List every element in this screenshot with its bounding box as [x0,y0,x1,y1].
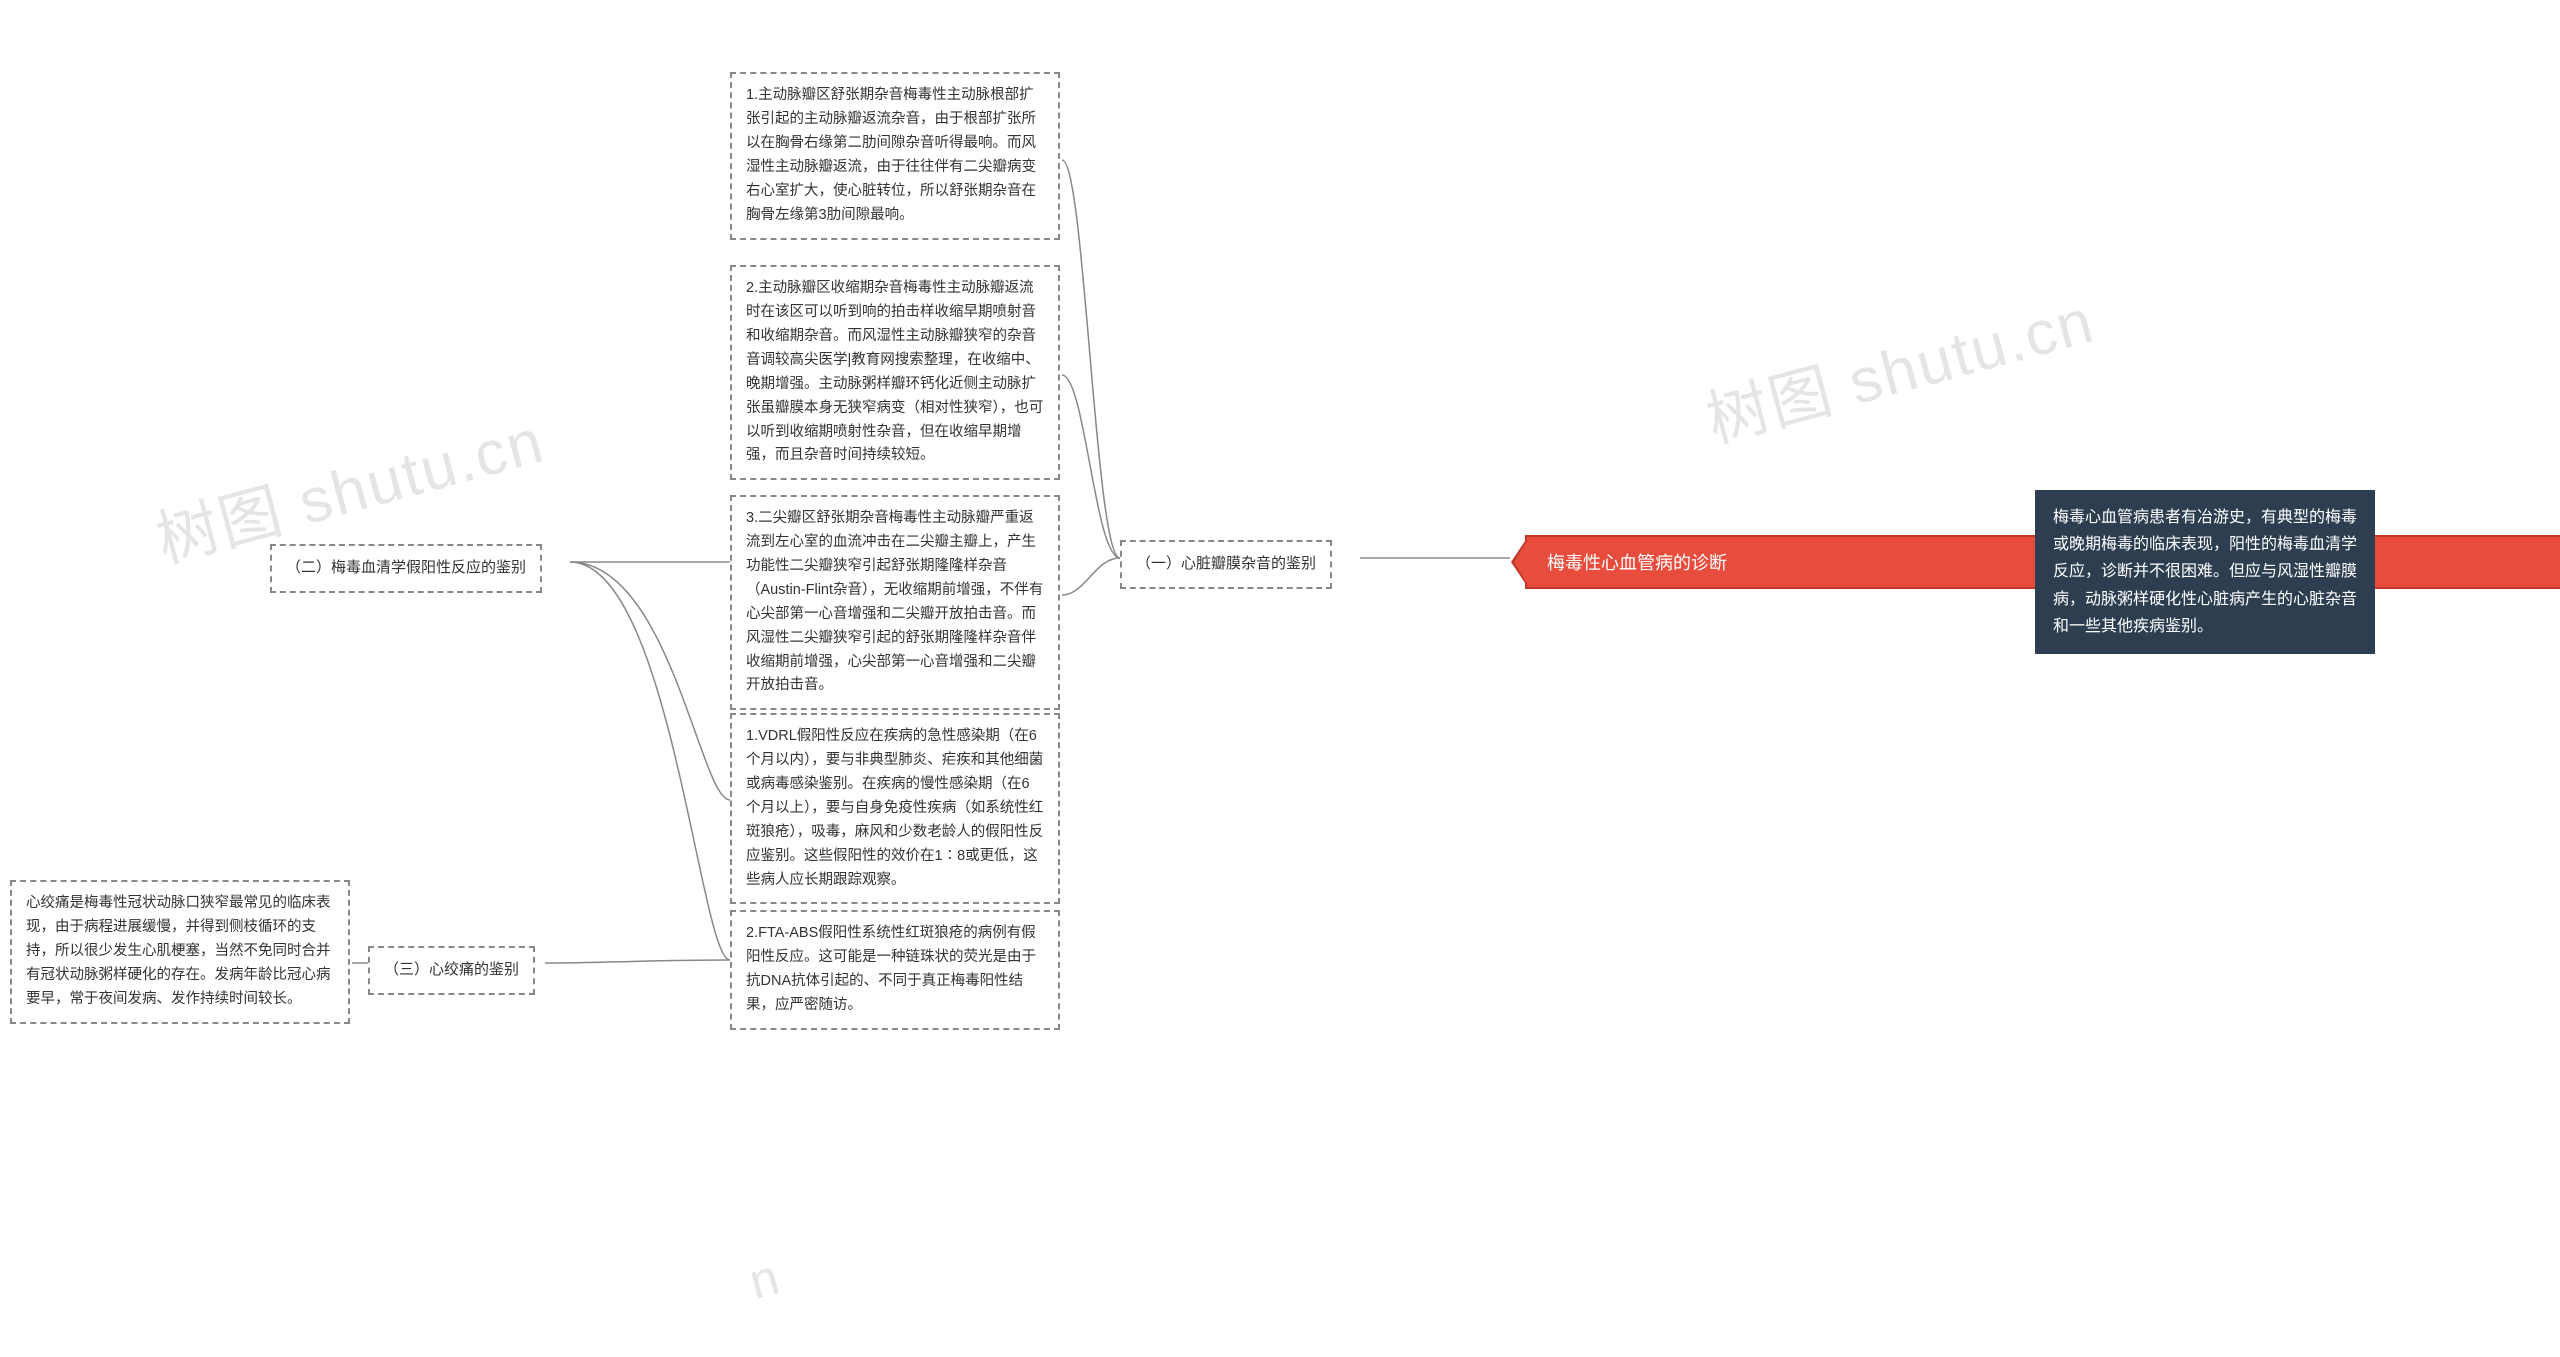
section2-item1[interactable]: 1.VDRL假阳性反应在疾病的急性感染期（在6个月以内），要与非典型肺炎、疟疾和… [730,713,1060,904]
summary-box[interactable]: 梅毒心血管病患者有冶游史，有典型的梅毒或晚期梅毒的临床表现，阳性的梅毒血清学反应… [2035,490,2375,654]
section1-item1[interactable]: 1.主动脉瓣区舒张期杂音梅毒性主动脉根部扩张引起的主动脉瓣返流杂音，由于根部扩张… [730,72,1060,240]
section3-detail[interactable]: 心绞痛是梅毒性冠状动脉口狭窄最常见的临床表现，由于病程进展缓慢，并得到侧枝循环的… [10,880,350,1024]
section3-detail-text: 心绞痛是梅毒性冠状动脉口狭窄最常见的临床表现，由于病程进展缓慢，并得到侧枝循环的… [26,895,331,1007]
section1-item2-text: 2.主动脉瓣区收缩期杂音梅毒性主动脉瓣返流时在该区可以听到响的拍击样收缩早期喷射… [746,280,1043,463]
watermark: n [743,1247,787,1311]
summary-text: 梅毒心血管病患者有冶游史，有典型的梅毒或晚期梅毒的临床表现，阳性的梅毒血清学反应… [2053,509,2357,635]
section1-item2[interactable]: 2.主动脉瓣区收缩期杂音梅毒性主动脉瓣返流时在该区可以听到响的拍击样收缩早期喷射… [730,265,1060,480]
section2-item2[interactable]: 2.FTA-ABS假阳性系统性红斑狼疮的病例有假阳性反应。这可能是一种链珠状的荧… [730,910,1060,1030]
section1-label: （一）心脏瓣膜杂音的鉴别 [1136,555,1316,572]
root-title: 梅毒性心血管病的诊断 [1547,553,1727,573]
watermark: 树图 shutu.cn [1695,270,2102,460]
section2-item1-text: 1.VDRL假阳性反应在疾病的急性感染期（在6个月以内），要与非典型肺炎、疟疾和… [746,728,1043,888]
section1-title[interactable]: （一）心脏瓣膜杂音的鉴别 [1120,540,1332,589]
section2-item2-text: 2.FTA-ABS假阳性系统性红斑狼疮的病例有假阳性反应。这可能是一种链珠状的荧… [746,925,1036,1013]
section3-title[interactable]: （三）心绞痛的鉴别 [368,946,535,995]
section3-label: （三）心绞痛的鉴别 [384,961,519,978]
section1-item1-text: 1.主动脉瓣区舒张期杂音梅毒性主动脉根部扩张引起的主动脉瓣返流杂音，由于根部扩张… [746,87,1036,223]
section2-label: （二）梅毒血清学假阳性反应的鉴别 [286,559,526,576]
section2-title[interactable]: （二）梅毒血清学假阳性反应的鉴别 [270,544,542,593]
section1-item3[interactable]: 3.二尖瓣区舒张期杂音梅毒性主动脉瓣严重返流到左心室的血流冲击在二尖瓣主瓣上，产… [730,495,1060,710]
connectors [0,0,2560,1357]
section1-item3-text: 3.二尖瓣区舒张期杂音梅毒性主动脉瓣严重返流到左心室的血流冲击在二尖瓣主瓣上，产… [746,510,1043,693]
